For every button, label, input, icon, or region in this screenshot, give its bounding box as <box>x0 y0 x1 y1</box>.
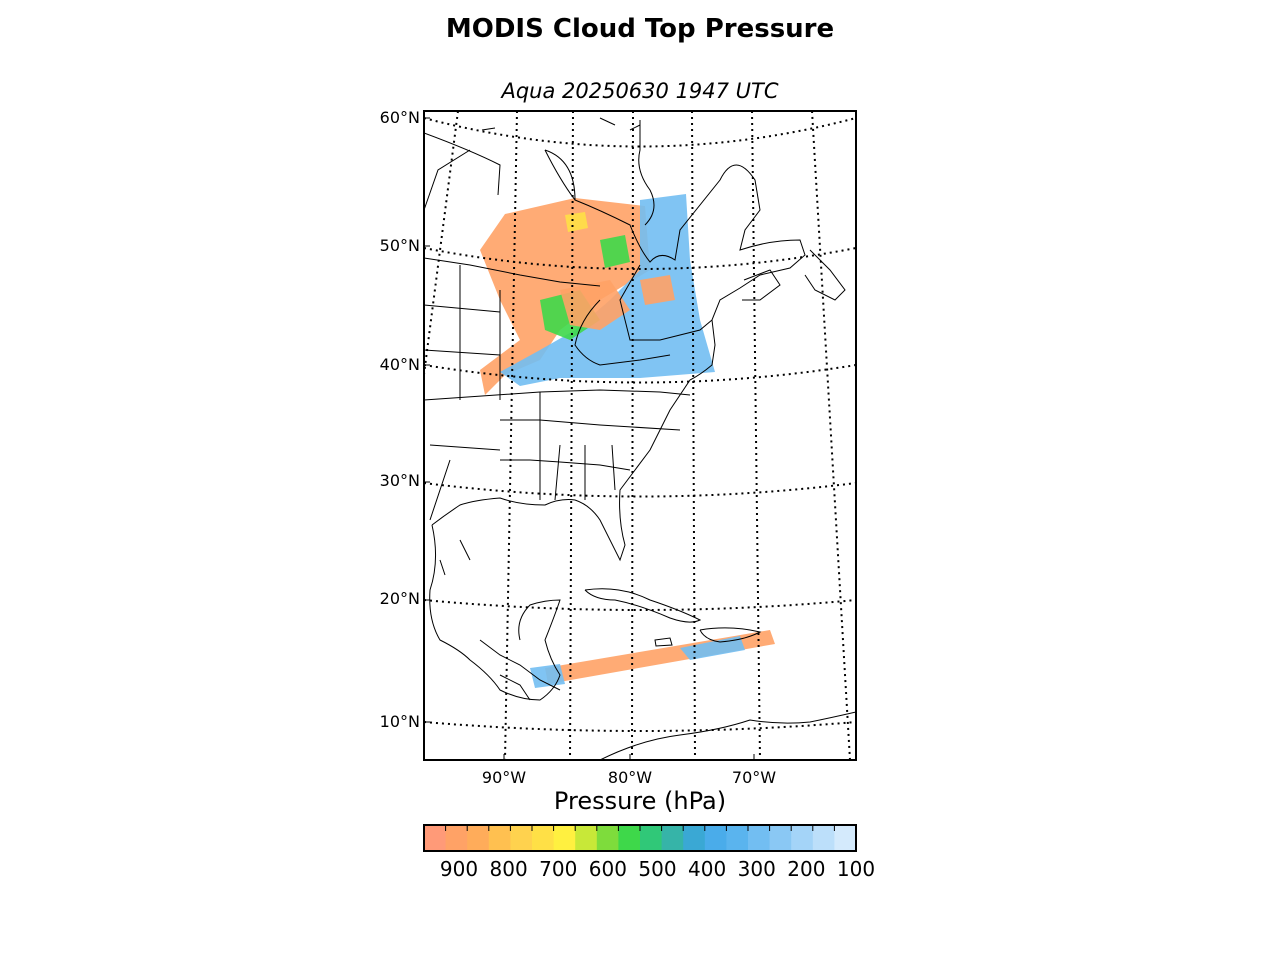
colorbar-tick-label: 100 <box>836 857 876 881</box>
lat-label-40: 40°N <box>379 355 420 374</box>
political-borders <box>424 257 713 701</box>
axis-ticks <box>424 117 755 760</box>
lat-label-10: 10°N <box>379 712 420 731</box>
colorbar-frame <box>423 824 857 852</box>
colorbar-tick-label: 500 <box>638 857 677 881</box>
lat-label-60: 60°N <box>379 108 420 127</box>
colorbar-segment <box>704 825 727 851</box>
colorbar-tick-label: 200 <box>787 857 826 881</box>
colorbar-segment <box>748 825 771 851</box>
lat-label-50: 50°N <box>379 236 420 255</box>
cloud-swath-south <box>530 630 775 688</box>
colorbar-segment <box>445 825 468 851</box>
chart-subtitle: Aqua 20250630 1947 UTC <box>501 79 779 103</box>
colorbar-segment <box>618 825 641 851</box>
lat-label-30: 30°N <box>379 471 420 490</box>
colorbar-segment <box>640 825 663 851</box>
colorbar-segment <box>575 825 598 851</box>
colorbar-segment <box>488 825 511 851</box>
colorbar-segment <box>834 825 857 851</box>
colorbar-segment <box>812 825 835 851</box>
colorbar-segment <box>726 825 749 851</box>
colorbar <box>423 824 857 852</box>
colorbar-segment <box>553 825 576 851</box>
colorbar-tick-label: 700 <box>539 857 578 881</box>
cloud-swath-north <box>480 194 715 395</box>
colorbar-segment <box>661 825 684 851</box>
lon-label-80w: 80°W <box>607 768 653 787</box>
lon-label-70w: 70°W <box>731 768 777 787</box>
colorbar-segment <box>596 825 619 851</box>
colorbar-tick-label: 800 <box>489 857 528 881</box>
coastlines <box>424 117 856 760</box>
colorbar-tick-label: 300 <box>737 857 776 881</box>
colorbar-segment <box>683 825 706 851</box>
colorbar-tick-label: 900 <box>439 857 479 881</box>
colorbar-title: Pressure (hPa) <box>553 787 727 815</box>
lon-label-90w: 90°W <box>481 768 527 787</box>
lat-label-20: 20°N <box>379 589 420 608</box>
colorbar-segment <box>467 825 490 851</box>
colorbar-segment <box>769 825 792 851</box>
colorbar-tick-label: 400 <box>688 857 727 881</box>
colorbar-segment <box>532 825 555 851</box>
map-frame <box>423 110 857 761</box>
chart-title: MODIS Cloud Top Pressure <box>445 14 835 44</box>
colorbar-segment <box>424 825 447 851</box>
colorbar-tick-label: 600 <box>588 857 627 881</box>
colorbar-segment <box>791 825 814 851</box>
colorbar-segment <box>510 825 533 851</box>
